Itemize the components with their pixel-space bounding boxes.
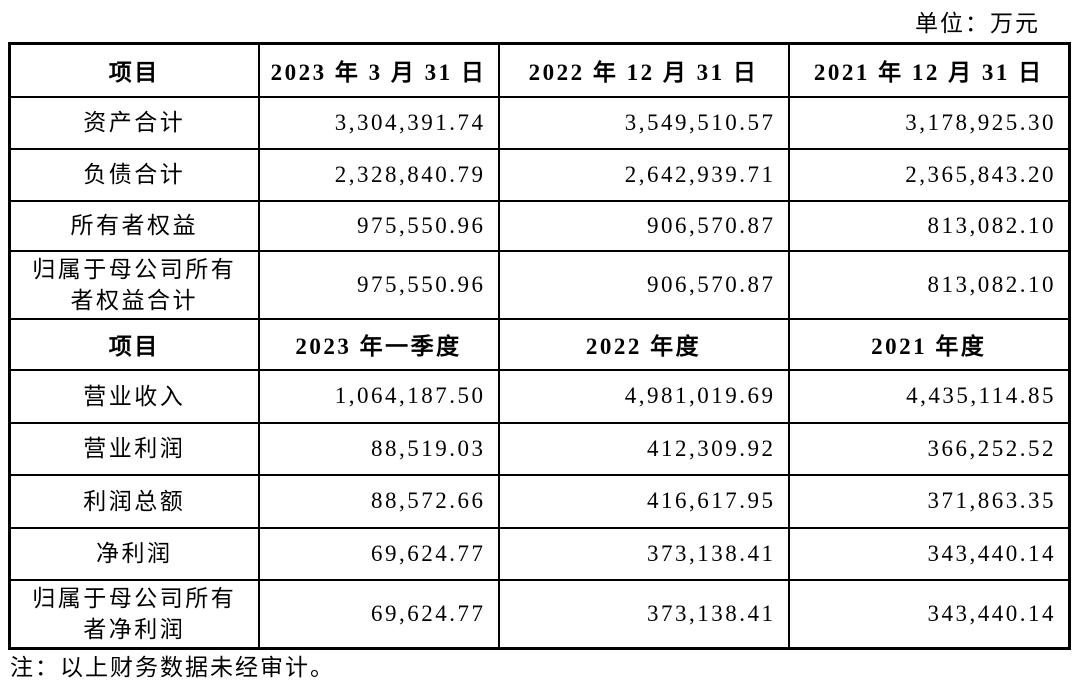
value-cell: 4,435,114.85: [787, 368, 1071, 424]
value-cell: 2,365,843.20: [787, 147, 1071, 202]
table-row-net-profit: 净利润 69,624.77 373,138.41 343,440.14: [8, 526, 1071, 581]
value-cell: 69,624.77: [257, 526, 500, 581]
row-label-cell: 利润总额: [8, 473, 260, 529]
header-cell-date-2023: 2023 年 3 月 31 日: [257, 42, 500, 98]
row-label-cell: 所有者权益: [8, 199, 260, 252]
value-cell: 371,863.35: [787, 473, 1071, 529]
table-row-net-profit-attributable-to-parent: 归属于母公司所有者净利润 69,624.77 373,138.41 343,44…: [8, 578, 1071, 650]
value-cell: 1,064,187.50: [257, 368, 500, 424]
value-cell: 69,624.77: [257, 578, 500, 650]
value-cell: 343,440.14: [787, 578, 1071, 650]
row-label-cell: 净利润: [8, 526, 260, 581]
value-cell: 416,617.95: [497, 473, 790, 529]
value-cell: 906,570.87: [497, 199, 790, 252]
value-cell: 3,178,925.30: [787, 95, 1071, 150]
row-label-cell: 营业收入: [8, 368, 260, 424]
unit-label: 单位：万元: [915, 11, 1040, 36]
row-label-cell: 归属于母公司所有者净利润: [8, 578, 260, 650]
table-row-operating-profit: 营业利润 88,519.03 412,309.92 366,252.52: [8, 421, 1071, 476]
value-cell: 906,570.87: [497, 249, 790, 320]
value-cell: 3,549,510.57: [497, 95, 790, 150]
row-label-cell: 资产合计: [8, 95, 260, 150]
value-cell: 373,138.41: [497, 578, 790, 650]
table-row-equity-attributable-to-parent: 归属于母公司所有者权益合计 975,550.96 906,570.87 813,…: [8, 249, 1071, 320]
table-row-owners-equity: 所有者权益 975,550.96 906,570.87 813,082.10: [8, 199, 1071, 252]
value-cell: 813,082.10: [787, 199, 1071, 252]
footnote: 注：以上财务数据未经审计。: [10, 655, 335, 680]
value-cell: 975,550.96: [257, 199, 500, 252]
value-cell: 88,519.03: [257, 421, 500, 476]
value-cell: 2,642,939.71: [497, 147, 790, 202]
header-cell-period-2021: 2021 年度: [787, 317, 1071, 371]
income-header-row: 项目 2023 年一季度 2022 年度 2021 年度: [8, 317, 1071, 371]
value-cell: 343,440.14: [787, 526, 1071, 581]
value-cell: 88,572.66: [257, 473, 500, 529]
header-cell-period-2023q1: 2023 年一季度: [257, 317, 500, 371]
header-cell-item: 项目: [8, 42, 260, 98]
header-cell-item: 项目: [8, 317, 260, 371]
row-label-cell: 负债合计: [8, 147, 260, 202]
header-cell-period-2022: 2022 年度: [497, 317, 790, 371]
table-row-total-liabilities: 负债合计 2,328,840.79 2,642,939.71 2,365,843…: [8, 147, 1071, 202]
header-cell-date-2022: 2022 年 12 月 31 日: [497, 42, 790, 98]
table-row-operating-revenue: 营业收入 1,064,187.50 4,981,019.69 4,435,114…: [8, 368, 1071, 424]
value-cell: 373,138.41: [497, 526, 790, 581]
row-label-cell: 归属于母公司所有者权益合计: [8, 249, 260, 320]
table-row-total-assets: 资产合计 3,304,391.74 3,549,510.57 3,178,925…: [8, 95, 1071, 150]
header-cell-date-2021: 2021 年 12 月 31 日: [787, 42, 1071, 98]
value-cell: 366,252.52: [787, 421, 1071, 476]
value-cell: 813,082.10: [787, 249, 1071, 320]
value-cell: 3,304,391.74: [257, 95, 500, 150]
value-cell: 975,550.96: [257, 249, 500, 320]
financial-summary-table: 项目 2023 年 3 月 31 日 2022 年 12 月 31 日 2021…: [8, 42, 1071, 650]
table-row-total-profit: 利润总额 88,572.66 416,617.95 371,863.35: [8, 473, 1071, 529]
row-label-cell: 营业利润: [8, 421, 260, 476]
value-cell: 412,309.92: [497, 421, 790, 476]
value-cell: 4,981,019.69: [497, 368, 790, 424]
balance-header-row: 项目 2023 年 3 月 31 日 2022 年 12 月 31 日 2021…: [8, 42, 1071, 98]
value-cell: 2,328,840.79: [257, 147, 500, 202]
